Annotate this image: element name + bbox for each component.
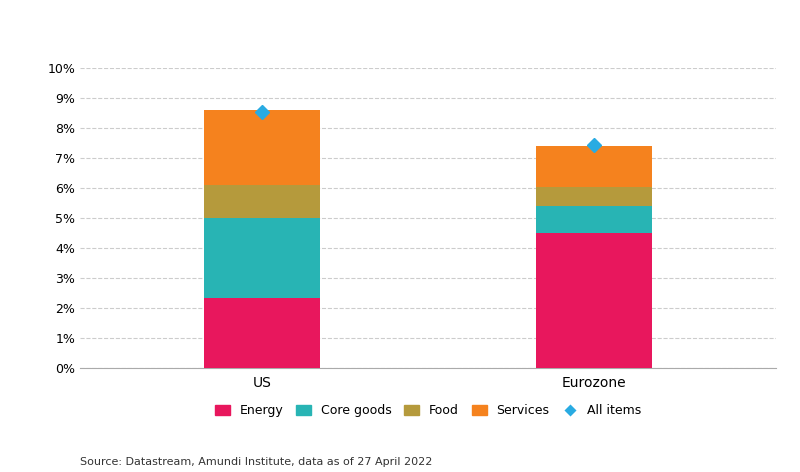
Text: Inflation: fundamental differences between the US and the Eurozone: Inflation: fundamental differences betwe… bbox=[103, 17, 697, 32]
Bar bbox=[204, 298, 320, 368]
Text: Source: Datastream, Amundi Institute, data as of 27 April 2022: Source: Datastream, Amundi Institute, da… bbox=[80, 457, 432, 467]
Bar bbox=[536, 233, 652, 368]
Bar bbox=[536, 206, 652, 233]
Bar bbox=[536, 187, 652, 206]
Bar bbox=[204, 218, 320, 298]
Bar bbox=[536, 146, 652, 187]
Legend: Energy, Core goods, Food, Services, All items: Energy, Core goods, Food, Services, All … bbox=[214, 405, 642, 417]
Bar bbox=[204, 185, 320, 218]
Bar bbox=[204, 110, 320, 185]
